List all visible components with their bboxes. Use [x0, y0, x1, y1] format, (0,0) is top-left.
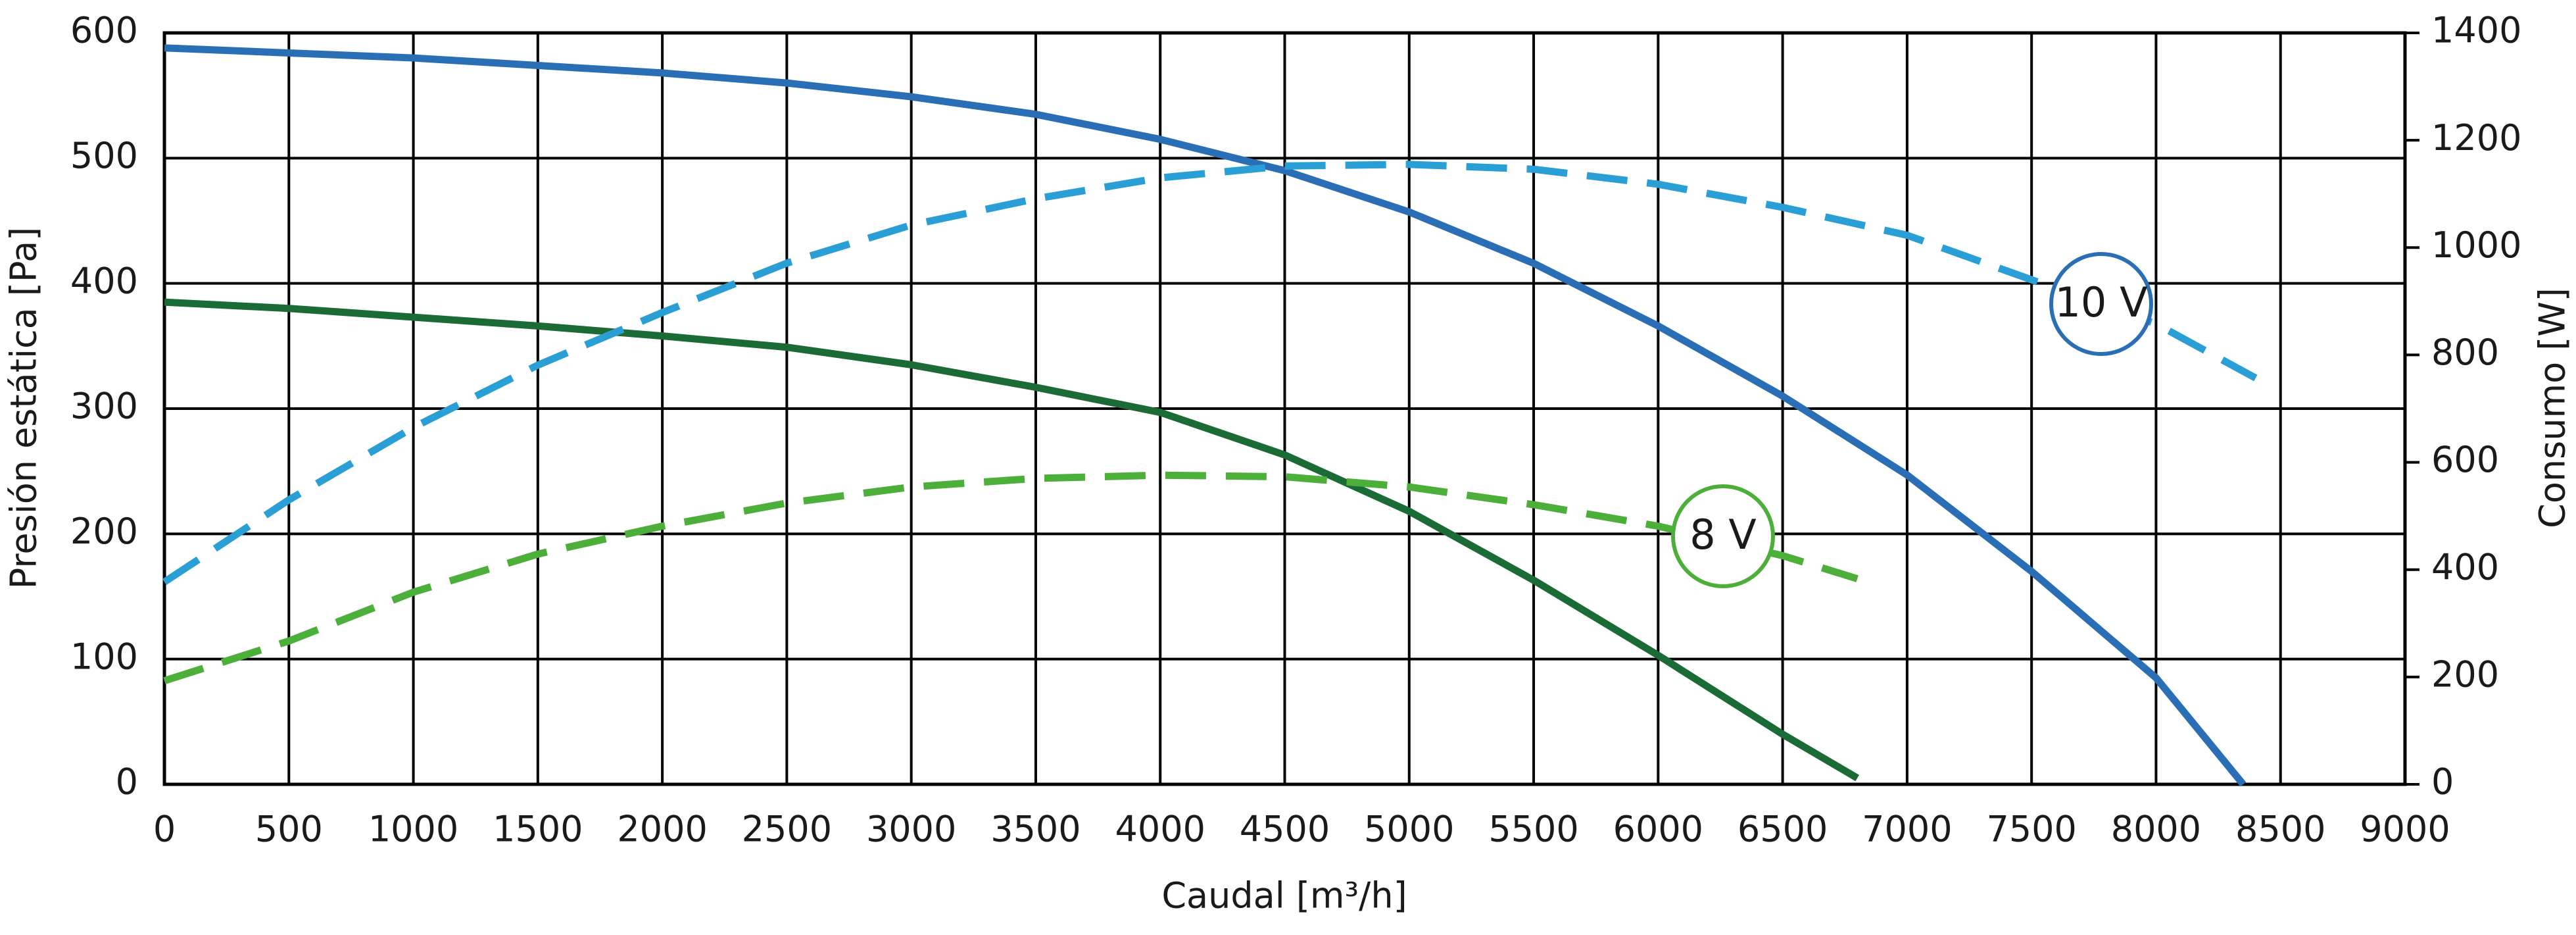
- line-series: [164, 298, 1859, 782]
- y-tick-label: 100: [70, 636, 138, 677]
- y-tick-label: 0: [116, 761, 138, 803]
- x-tick-label: 3000: [866, 809, 956, 850]
- y-tick-label: 300: [70, 386, 138, 427]
- x-tick-label: 0: [153, 809, 176, 850]
- annotation-label: 10 V: [2054, 278, 2147, 326]
- x-tick-label: 3500: [990, 809, 1081, 850]
- x-tick-label: 1500: [493, 809, 583, 850]
- y-tick-label: 600: [70, 10, 138, 51]
- x-tick-label: 8000: [2111, 809, 2201, 850]
- x-tick-label: 6000: [1613, 809, 1703, 850]
- y2-tick-label: 1400: [2431, 10, 2521, 51]
- x-tick-label: 2500: [742, 809, 832, 850]
- x-tick-label: 5000: [1364, 809, 1454, 850]
- x-tick-label: 500: [255, 809, 323, 850]
- y2-tick-label: 0: [2431, 761, 2454, 803]
- annotation-circle: [1671, 484, 1775, 588]
- y-tick-label: 200: [70, 511, 138, 552]
- plot-frame: [162, 31, 2407, 786]
- y-tick-label: 500: [70, 135, 138, 176]
- x-tick-label: 4500: [1240, 809, 1330, 850]
- x-tick-label: 4000: [1115, 809, 1205, 850]
- y2-tick-label: 1000: [2431, 224, 2521, 266]
- line-series: [164, 44, 2247, 787]
- x-tick-label: 8500: [2235, 809, 2325, 850]
- line-series: [162, 161, 2258, 586]
- x-tick-label: 7000: [1862, 809, 1952, 850]
- x-tick-label: 1000: [368, 809, 458, 850]
- x-tick-label: 5500: [1488, 809, 1578, 850]
- x-tick-label: 9000: [2360, 809, 2450, 850]
- y2-tick-label: 800: [2431, 332, 2499, 373]
- x-tick-label: 7500: [1986, 809, 2076, 850]
- annotation-circle: [2049, 252, 2153, 356]
- y2-tick-label: 1200: [2431, 117, 2521, 159]
- y2-axis-label: Consumo [W]: [2532, 288, 2573, 528]
- x-tick-label: 2000: [617, 809, 707, 850]
- line-series: [163, 471, 1859, 684]
- y2-tick-label: 600: [2431, 439, 2499, 480]
- annotation-label: 8 V: [1689, 511, 1757, 559]
- y-axis-label: Presión estática [Pa]: [3, 227, 45, 590]
- y2-tick-label: 200: [2431, 653, 2499, 695]
- x-axis-label: Caudal [m³/h]: [1161, 875, 1407, 917]
- y2-tick-label: 400: [2431, 546, 2499, 588]
- x-tick-label: 6500: [1738, 809, 1828, 850]
- y-tick-label: 400: [70, 260, 138, 301]
